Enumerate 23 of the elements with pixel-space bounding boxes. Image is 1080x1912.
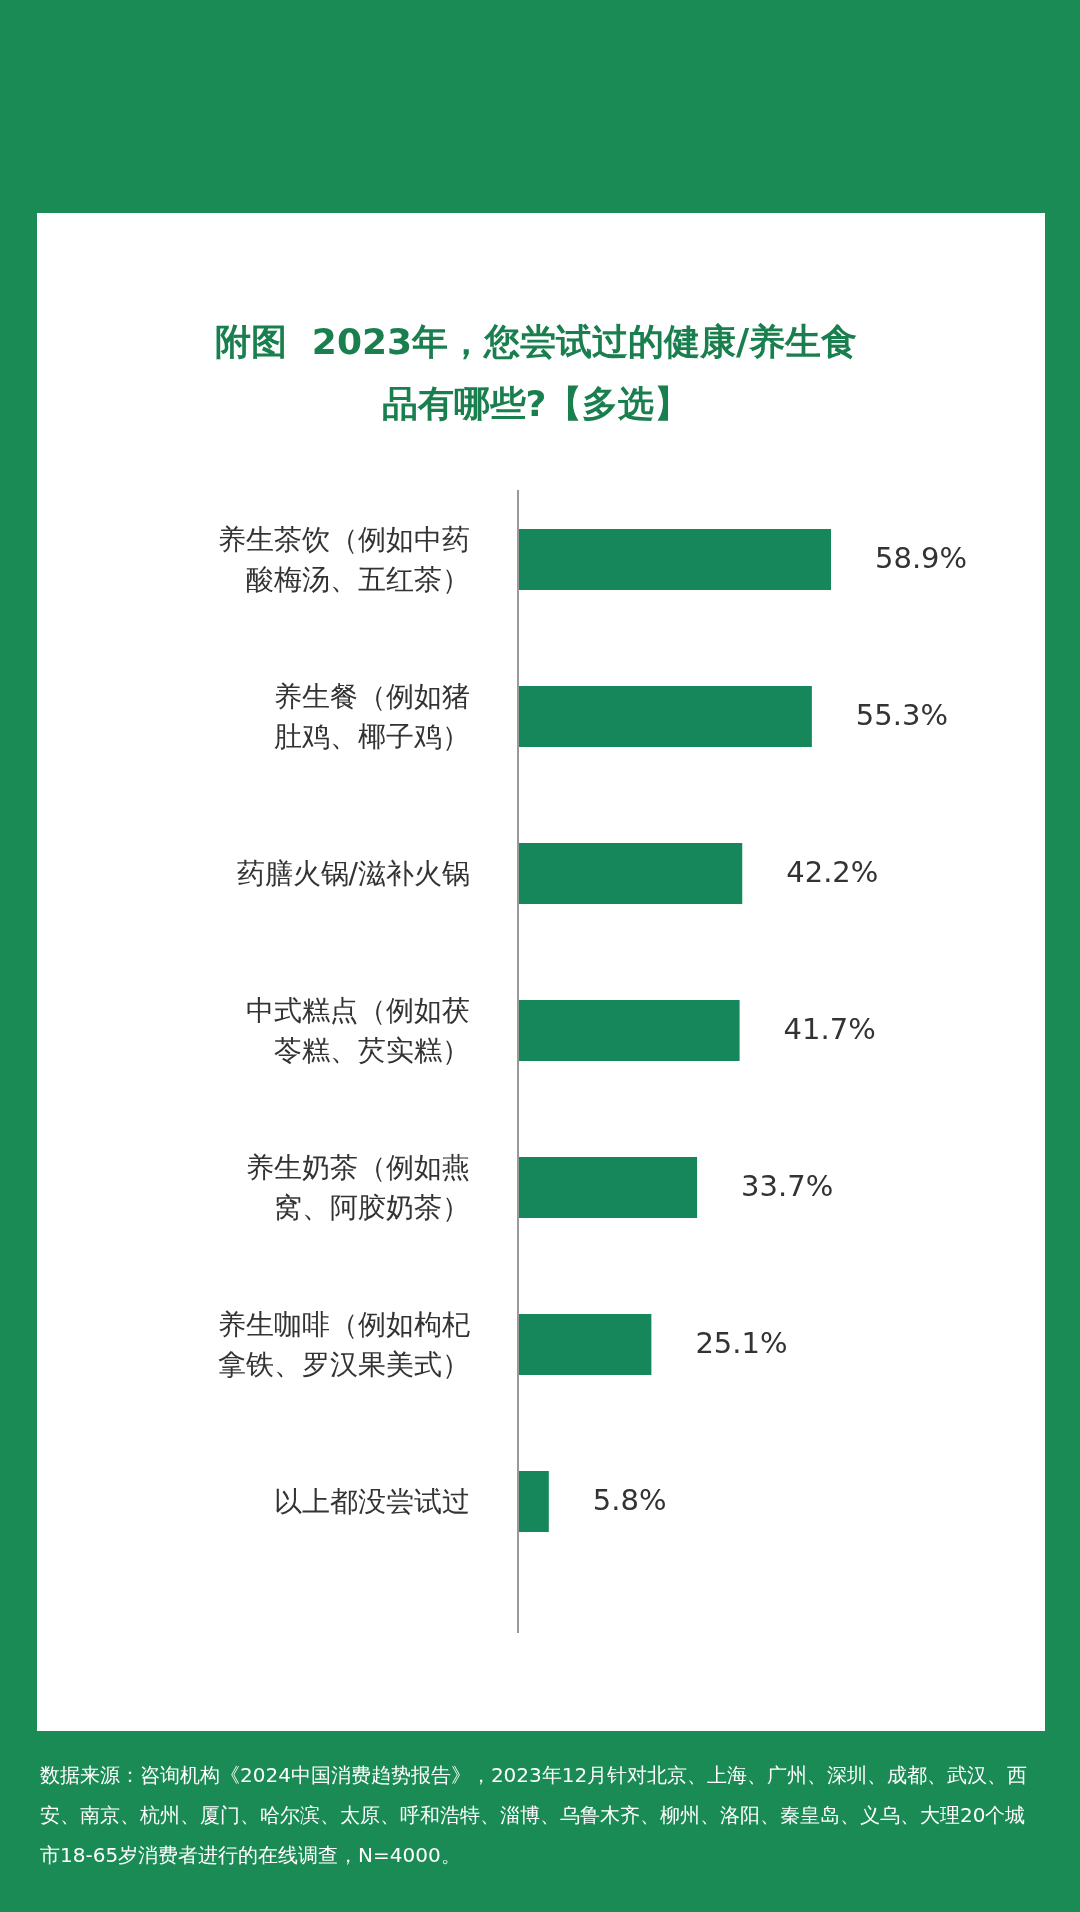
bar [518,1000,740,1061]
bar [518,1471,549,1532]
bar [518,529,831,590]
bar [518,1157,698,1218]
data-label: 33.7% [741,1168,834,1203]
data-label: 41.7% [783,1011,876,1046]
data-label: 25.1% [695,1325,788,1360]
y-tick-label: 养生咖啡（例如枸杞拿铁、罗汉果美式） [217,1306,470,1383]
bar [518,1314,652,1375]
y-tick-label: 养生奶茶（例如燕窝、阿胶奶茶） [245,1149,470,1226]
y-tick-label: 以上都没尝试过 [273,1483,470,1520]
bar [518,843,743,904]
y-tick-label: 养生餐（例如猪肚鸡、椰子鸡） [273,678,470,755]
data-label: 58.9% [875,540,968,575]
y-tick-label: 养生茶饮（例如中药酸梅汤、五红茶） [217,521,470,598]
bar [518,686,812,747]
data-label: 5.8% [592,1482,667,1517]
data-label: 42.2% [786,854,879,889]
chart-title: 附图 2023年，您尝试过的健康/养生食品有哪些?【多选】 [213,320,859,426]
data-label: 55.3% [855,697,949,732]
source-note: 数据来源：咨询机构《2024中国消费趋势报告》，2023年12月针对北京、上海、广州、深圳、成都、武汉、西安、南京、杭州、厦门、哈尔滨、太原、呼和浩特、淄博、乌鲁木齐、柳州、洛阳、秦皇岛、义乌、大理20个城市18-65岁消费者进行的在线调查，N=4000。 [40,1762,1029,1869]
y-tick-label: 中式糕点（例如茯苓糕、芡实糕） [245,992,470,1069]
y-tick-label: 药膳火锅/滋补火锅 [235,855,470,892]
